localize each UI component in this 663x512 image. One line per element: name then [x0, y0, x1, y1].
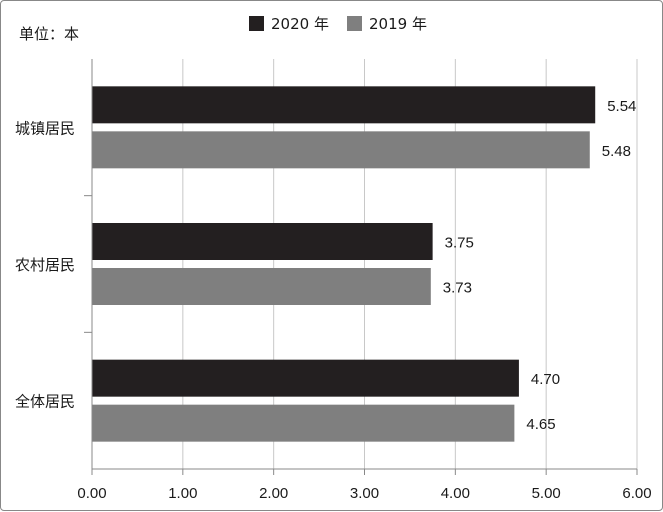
- grid-lines: [182, 59, 638, 469]
- data-label: 4.70: [531, 371, 560, 388]
- bar: [92, 86, 596, 124]
- legend-swatch: [347, 16, 362, 31]
- legend-label: 2020 年: [271, 15, 329, 33]
- legend-label: 2019 年: [369, 15, 427, 33]
- data-label: 4.65: [526, 416, 555, 433]
- data-label: 5.54: [607, 98, 636, 115]
- x-tick-label: 4.00: [441, 485, 470, 502]
- bar: [92, 268, 431, 305]
- data-label: 5.48: [602, 143, 631, 160]
- x-tick-label: 5.00: [532, 485, 561, 502]
- bar: [92, 359, 519, 397]
- bar: [92, 223, 433, 260]
- bar: [92, 131, 590, 169]
- x-tick-label: 0.00: [77, 485, 106, 502]
- x-tick-label: 6.00: [622, 485, 651, 502]
- category-label: 城镇居民: [15, 119, 75, 137]
- data-label: 3.73: [443, 280, 472, 297]
- bars: 5.54 5.48 3.75 3.73 4.70 4.65: [92, 86, 636, 442]
- data-label: 3.75: [445, 235, 474, 252]
- legend: 2020 年 2019 年: [249, 15, 427, 33]
- unit-label: 单位：本: [19, 25, 79, 43]
- category-label: 全体居民: [15, 393, 75, 411]
- x-tick-label: 3.00: [350, 485, 379, 502]
- bar: [92, 404, 515, 442]
- category-label: 农村居民: [15, 256, 75, 274]
- x-tick-label: 2.00: [259, 485, 288, 502]
- legend-swatch: [249, 16, 264, 31]
- x-tick-label: 1.00: [168, 485, 197, 502]
